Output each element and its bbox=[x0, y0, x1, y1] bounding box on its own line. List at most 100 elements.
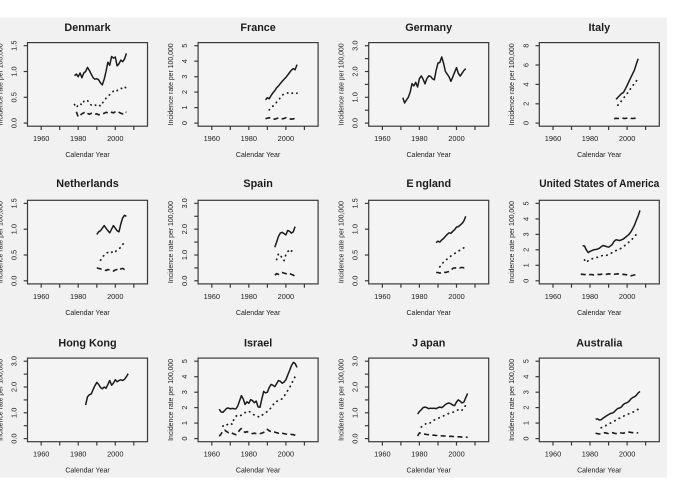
svg-text:Incidence rate per 100,000: Incidence rate per 100,000 bbox=[0, 201, 4, 283]
svg-text:Israel: Israel bbox=[244, 337, 272, 349]
svg-text:3.0: 3.0 bbox=[10, 356, 19, 366]
svg-text:2: 2 bbox=[521, 248, 530, 252]
svg-text:1.5: 1.5 bbox=[351, 198, 360, 208]
svg-text:3.0: 3.0 bbox=[351, 41, 360, 51]
svg-text:3.0: 3.0 bbox=[351, 356, 360, 366]
svg-text:1: 1 bbox=[521, 421, 530, 425]
svg-text:5: 5 bbox=[521, 359, 530, 363]
svg-text:1980: 1980 bbox=[411, 292, 427, 301]
svg-text:Incidence rate per 100,000: Incidence rate per 100,000 bbox=[509, 201, 516, 283]
svg-text:1.0: 1.0 bbox=[351, 224, 360, 234]
svg-text:4: 4 bbox=[180, 59, 189, 63]
svg-text:2000: 2000 bbox=[278, 292, 294, 301]
svg-text:Denmark: Denmark bbox=[64, 22, 111, 34]
svg-text:Netherlands: Netherlands bbox=[56, 178, 118, 190]
svg-text:0: 0 bbox=[180, 437, 189, 441]
svg-text:Incidence rate per 100,000: Incidence rate per 100,000 bbox=[339, 359, 346, 441]
svg-text:2000: 2000 bbox=[448, 450, 464, 459]
svg-text:Calendar Year: Calendar Year bbox=[407, 310, 452, 317]
svg-text:1980: 1980 bbox=[241, 292, 257, 301]
svg-text:0.0: 0.0 bbox=[10, 118, 19, 128]
svg-text:France: France bbox=[240, 22, 275, 34]
svg-text:1.0: 1.0 bbox=[351, 92, 360, 102]
svg-text:Incidence rate per 100,000: Incidence rate per 100,000 bbox=[339, 43, 346, 125]
svg-text:2000: 2000 bbox=[278, 134, 294, 143]
svg-text:2: 2 bbox=[521, 406, 530, 410]
svg-text:0.5: 0.5 bbox=[10, 92, 19, 102]
svg-text:0.0: 0.0 bbox=[351, 276, 360, 286]
svg-text:1980: 1980 bbox=[70, 134, 86, 143]
svg-text:2.0: 2.0 bbox=[351, 66, 360, 76]
svg-text:Incidence rate per 100,000: Incidence rate per 100,000 bbox=[168, 359, 175, 441]
svg-text:2: 2 bbox=[180, 406, 189, 410]
svg-text:1.0: 1.0 bbox=[10, 224, 19, 234]
svg-text:1980: 1980 bbox=[241, 450, 257, 459]
svg-text:3: 3 bbox=[521, 232, 530, 236]
svg-text:Incidence rate per 100,000: Incidence rate per 100,000 bbox=[339, 201, 346, 283]
svg-text:8: 8 bbox=[521, 44, 530, 48]
svg-text:4: 4 bbox=[521, 375, 530, 379]
svg-text:0: 0 bbox=[521, 437, 530, 441]
svg-text:1980: 1980 bbox=[582, 134, 598, 143]
svg-text:1960: 1960 bbox=[33, 450, 49, 459]
svg-text:E ngland: E ngland bbox=[406, 178, 451, 190]
svg-text:1980: 1980 bbox=[70, 292, 86, 301]
svg-text:1.5: 1.5 bbox=[10, 41, 19, 51]
svg-text:1960: 1960 bbox=[374, 450, 390, 459]
svg-text:Calendar Year: Calendar Year bbox=[236, 468, 281, 475]
svg-text:Incidence rate per 100,000: Incidence rate per 100,000 bbox=[509, 43, 516, 125]
svg-text:2.0: 2.0 bbox=[10, 382, 19, 392]
svg-text:0.0: 0.0 bbox=[10, 276, 19, 286]
svg-text:0.0: 0.0 bbox=[351, 118, 360, 128]
svg-text:Calendar Year: Calendar Year bbox=[236, 310, 281, 317]
svg-text:1.5: 1.5 bbox=[10, 198, 19, 208]
svg-text:4: 4 bbox=[521, 217, 530, 221]
svg-text:5: 5 bbox=[521, 201, 530, 205]
svg-text:2000: 2000 bbox=[619, 292, 635, 301]
svg-text:0.5: 0.5 bbox=[10, 250, 19, 260]
svg-text:J apan: J apan bbox=[412, 337, 445, 349]
svg-text:Calendar Year: Calendar Year bbox=[407, 152, 452, 159]
svg-text:Incidence rate per 100,000: Incidence rate per 100,000 bbox=[0, 43, 4, 125]
svg-text:0.5: 0.5 bbox=[351, 250, 360, 260]
svg-text:2000: 2000 bbox=[278, 450, 294, 459]
svg-text:Hong Kong: Hong Kong bbox=[58, 337, 116, 349]
svg-text:2: 2 bbox=[180, 90, 189, 94]
svg-text:1980: 1980 bbox=[582, 292, 598, 301]
svg-text:3: 3 bbox=[521, 390, 530, 394]
svg-text:Calendar Year: Calendar Year bbox=[577, 468, 622, 475]
svg-text:5: 5 bbox=[180, 44, 189, 48]
svg-text:Calendar Year: Calendar Year bbox=[236, 152, 281, 159]
svg-text:Spain: Spain bbox=[243, 178, 272, 190]
svg-text:2000: 2000 bbox=[107, 292, 123, 301]
svg-text:Calendar Year: Calendar Year bbox=[577, 310, 622, 317]
svg-text:2: 2 bbox=[521, 102, 530, 106]
svg-text:Calendar Year: Calendar Year bbox=[577, 152, 622, 159]
svg-text:2000: 2000 bbox=[619, 134, 635, 143]
svg-text:1980: 1980 bbox=[241, 134, 257, 143]
svg-text:Germany: Germany bbox=[405, 22, 452, 34]
svg-text:1: 1 bbox=[180, 421, 189, 425]
svg-text:Calendar Year: Calendar Year bbox=[65, 468, 110, 475]
svg-text:3: 3 bbox=[180, 390, 189, 394]
svg-text:1960: 1960 bbox=[374, 292, 390, 301]
svg-text:1980: 1980 bbox=[582, 450, 598, 459]
svg-text:1980: 1980 bbox=[411, 134, 427, 143]
svg-text:1960: 1960 bbox=[204, 292, 220, 301]
svg-text:2000: 2000 bbox=[107, 134, 123, 143]
svg-text:0: 0 bbox=[521, 279, 530, 283]
svg-text:1960: 1960 bbox=[204, 134, 220, 143]
svg-text:2000: 2000 bbox=[619, 450, 635, 459]
svg-text:Italy: Italy bbox=[588, 22, 610, 34]
svg-text:5: 5 bbox=[180, 359, 189, 363]
svg-text:2.0: 2.0 bbox=[180, 224, 189, 234]
svg-text:1960: 1960 bbox=[374, 134, 390, 143]
svg-text:1.0: 1.0 bbox=[351, 408, 360, 418]
svg-text:2000: 2000 bbox=[448, 292, 464, 301]
svg-text:1.0: 1.0 bbox=[10, 66, 19, 76]
svg-text:1960: 1960 bbox=[545, 450, 561, 459]
svg-text:0.0: 0.0 bbox=[180, 276, 189, 286]
svg-text:1980: 1980 bbox=[411, 450, 427, 459]
svg-text:0.0: 0.0 bbox=[10, 433, 19, 443]
svg-text:Australia: Australia bbox=[576, 337, 623, 349]
